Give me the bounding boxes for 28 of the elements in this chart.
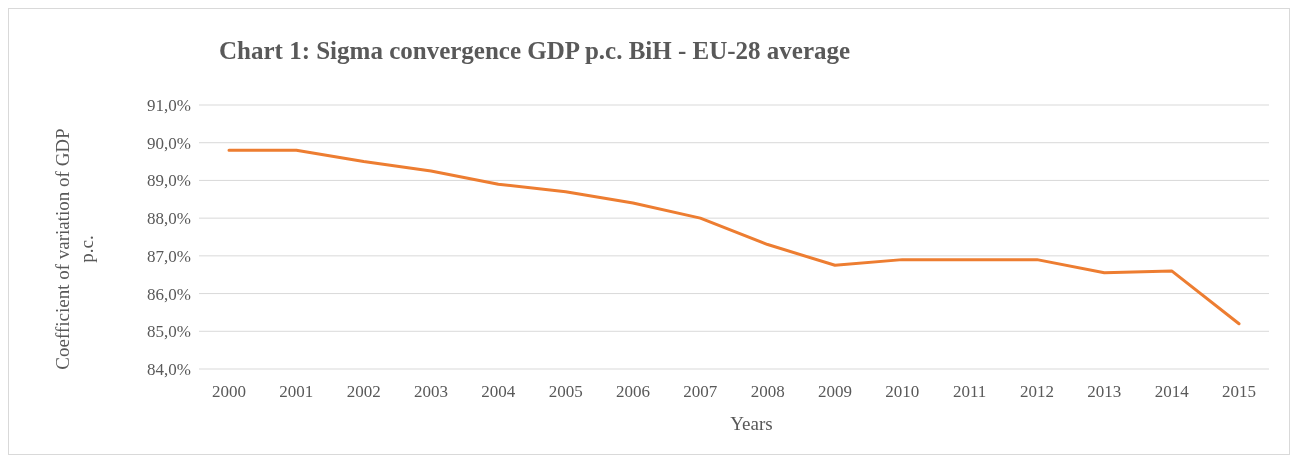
- y-tick-label: 85,0%: [147, 322, 191, 342]
- x-tick-label: 2001: [279, 382, 314, 402]
- x-tick-label: 2013: [1087, 382, 1122, 402]
- x-tick-label: 2005: [548, 382, 583, 402]
- x-tick-label: 2008: [750, 382, 785, 402]
- x-tick-label: 2003: [414, 382, 448, 402]
- y-tick-label: 84,0%: [147, 360, 191, 380]
- y-tick-label: 89,0%: [147, 171, 191, 191]
- x-tick-label: 2014: [1154, 382, 1190, 402]
- y-tick-label: 90,0%: [147, 133, 191, 153]
- y-tick-label: 88,0%: [147, 209, 191, 229]
- x-tick-label: 2004: [481, 382, 516, 402]
- line-series: [227, 148, 1241, 326]
- x-tick-label: 2012: [1020, 382, 1054, 402]
- x-tick-label: 2009: [818, 382, 852, 402]
- x-tick-label: 2007: [683, 382, 718, 402]
- x-tick-label: 2011: [952, 382, 987, 402]
- y-axis-title: Coefficient of variation of GDP p.c.: [51, 127, 98, 372]
- x-tick-label: 2002: [346, 382, 381, 402]
- x-axis-title: Years: [729, 413, 774, 435]
- y-tick-label: 86,0%: [147, 284, 191, 304]
- x-tick-label: 2006: [616, 382, 650, 402]
- x-tick-label: 2000: [212, 382, 246, 402]
- y-tick-label: 91,0%: [147, 96, 191, 116]
- y-tick-label: 87,0%: [147, 246, 191, 266]
- x-tick-label: 2015: [1222, 382, 1256, 402]
- chart-title: Chart 1: Sigma convergence GDP p.c. BiH - EU-28 average: [219, 37, 851, 65]
- x-tick-label: 2010: [885, 382, 920, 402]
